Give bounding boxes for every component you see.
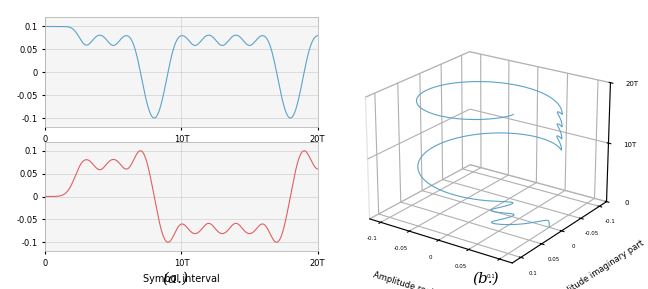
- Text: (a.): (a.): [162, 272, 188, 286]
- Y-axis label: Amplitude imaginary part: Amplitude imaginary part: [550, 238, 646, 289]
- Text: (b.): (b.): [472, 272, 500, 286]
- X-axis label: Amplitude real part: Amplitude real part: [372, 270, 452, 289]
- X-axis label: Symbol interval: Symbol interval: [143, 149, 220, 159]
- X-axis label: Symbol interval: Symbol interval: [143, 274, 220, 284]
